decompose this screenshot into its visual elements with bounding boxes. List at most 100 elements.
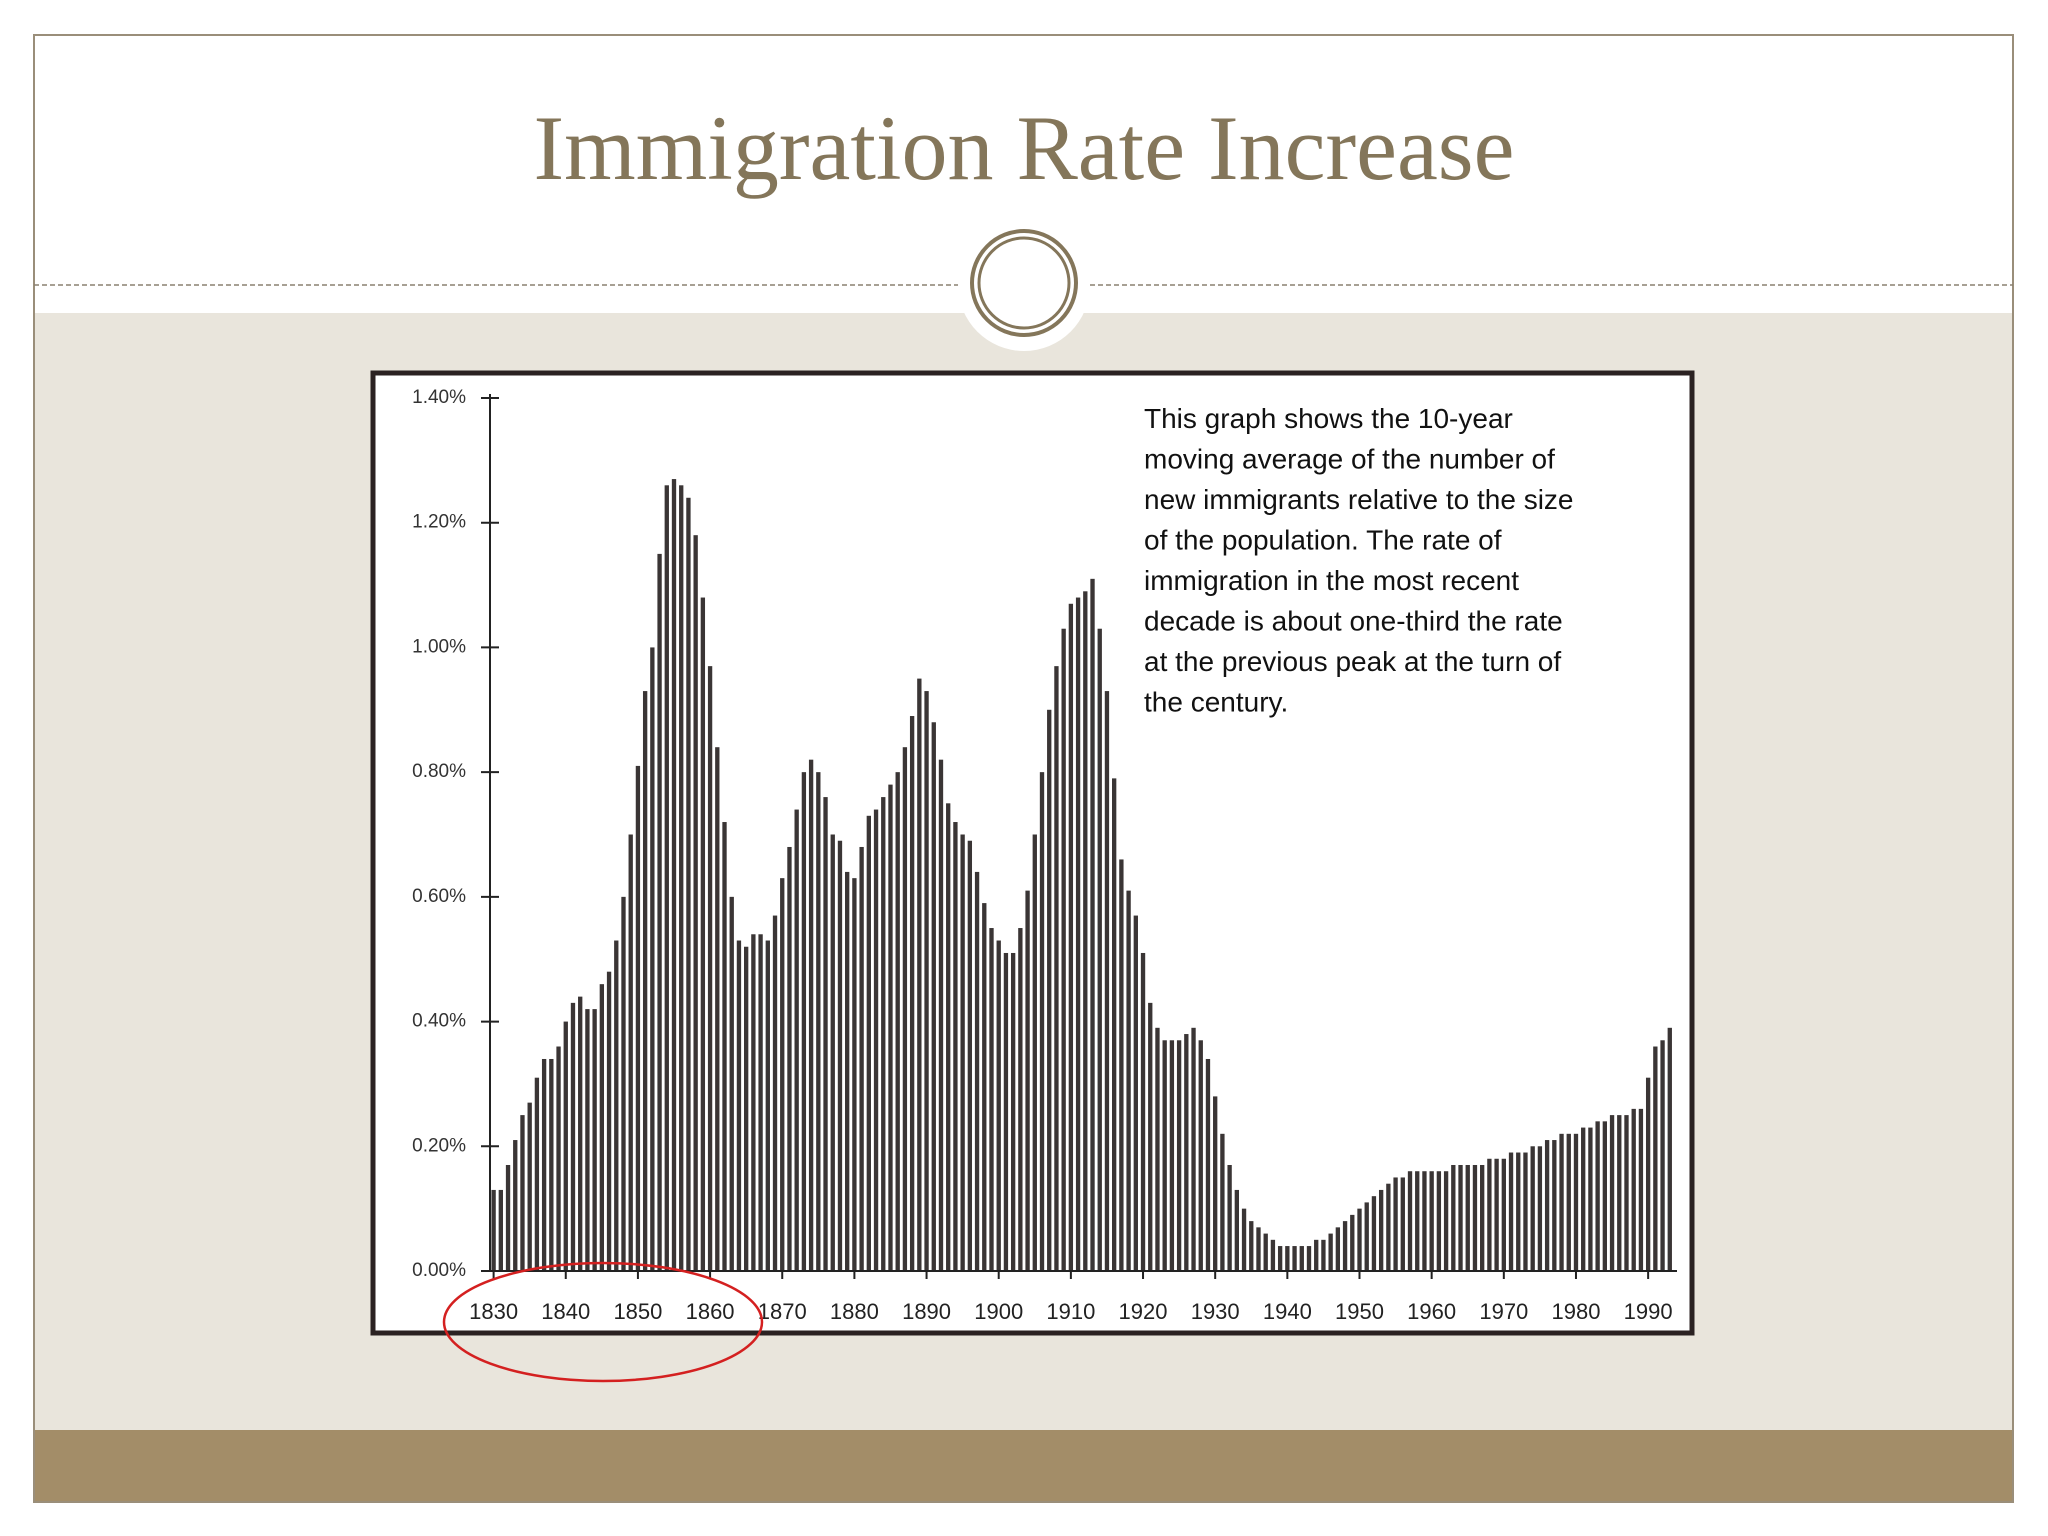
bar [982,903,987,1271]
bar [758,934,763,1271]
ornament-inner [977,236,1071,330]
bar [1566,1133,1571,1271]
slide-frame [33,34,2014,1503]
bar [505,1164,511,1271]
bar [635,765,641,1271]
bar [1234,1189,1240,1271]
bar [1032,834,1037,1271]
bar [693,535,698,1271]
bar [1638,1108,1644,1271]
bar [1285,1246,1290,1271]
bar [1617,1115,1622,1271]
bar [585,1009,590,1271]
bar [1220,1133,1225,1271]
bar [679,485,684,1271]
y-tick-label: 1.20% [412,512,466,533]
bar [967,840,973,1271]
y-tick-label: 1.40% [412,387,466,408]
bar [1025,890,1030,1271]
bar [1090,578,1095,1271]
bar [1415,1171,1420,1271]
ornament-outer [970,229,1078,337]
bar [751,934,756,1271]
x-tick-label: 1840 [541,1299,590,1324]
bar [1544,1140,1550,1271]
bar [1422,1171,1427,1271]
bar [845,871,850,1271]
bar [520,1115,525,1271]
bar [1314,1239,1319,1271]
bar [570,1002,576,1271]
bar [1133,915,1138,1271]
bar [1516,1152,1521,1271]
bar [1003,952,1009,1271]
bar [1176,1040,1182,1271]
bar [1609,1115,1615,1271]
bar [1169,1040,1175,1271]
bar [989,928,994,1271]
bar [1205,1058,1211,1271]
bar [938,759,944,1271]
y-tick-label: 0.20% [412,1135,466,1156]
bar [765,940,770,1271]
bar [1400,1177,1405,1271]
annotation-line: new immigrants relative to the size [1144,484,1574,515]
bar [808,759,814,1271]
slide-title: Immigration Rate Increase [534,97,1515,199]
x-tick-label: 1970 [1479,1299,1528,1324]
bar [599,984,605,1271]
bar [1429,1171,1434,1271]
bar [780,878,785,1271]
x-tick-label: 1850 [613,1299,662,1324]
footer-band [34,1430,2013,1502]
bar [1148,1002,1153,1271]
bar [1581,1127,1586,1271]
bar [1104,691,1110,1271]
y-tick-label: 1.00% [412,636,466,657]
bar [1552,1140,1557,1271]
bar [1573,1133,1579,1271]
annotation-line: moving average of the number of [1144,444,1555,475]
bar [628,834,633,1271]
plot: 0.00% 0.20% 0.40% 0.60% 0.80% 1.00% 1.20% 1.40%… [412,387,1677,1324]
bar [1198,1040,1203,1271]
bar [1458,1164,1463,1271]
bar [924,691,929,1271]
bar [888,784,893,1271]
bar [1083,591,1088,1271]
x-tick-label: 1930 [1191,1299,1240,1324]
bar [946,803,951,1271]
x-tick-label: 1990 [1624,1299,1673,1324]
bar [1501,1158,1506,1271]
bar [1364,1202,1369,1271]
bar [729,896,734,1271]
bar [909,716,915,1271]
x-tick-label: 1870 [758,1299,807,1324]
x-tick-label: 1830 [469,1299,518,1324]
bar [1075,597,1081,1271]
bar [1487,1158,1492,1271]
bar [1018,928,1023,1271]
bar [614,940,619,1271]
bar [881,797,886,1271]
x-tick-label: 1880 [830,1299,879,1324]
bar [1263,1233,1268,1271]
bar [1653,1046,1658,1271]
bar [549,1058,554,1271]
bar [1068,603,1074,1271]
bar [700,597,706,1271]
bar [1039,772,1045,1271]
y-tick-label: 0.60% [412,886,466,907]
bar [895,772,900,1271]
bar [1472,1164,1478,1271]
bar [852,878,857,1271]
bar [1537,1146,1543,1271]
bar [1335,1227,1341,1271]
bar [1054,666,1059,1271]
bar [931,722,936,1271]
x-tick-label: 1950 [1335,1299,1384,1324]
bar [1112,778,1117,1271]
bar [1602,1121,1608,1271]
bar [974,871,980,1271]
